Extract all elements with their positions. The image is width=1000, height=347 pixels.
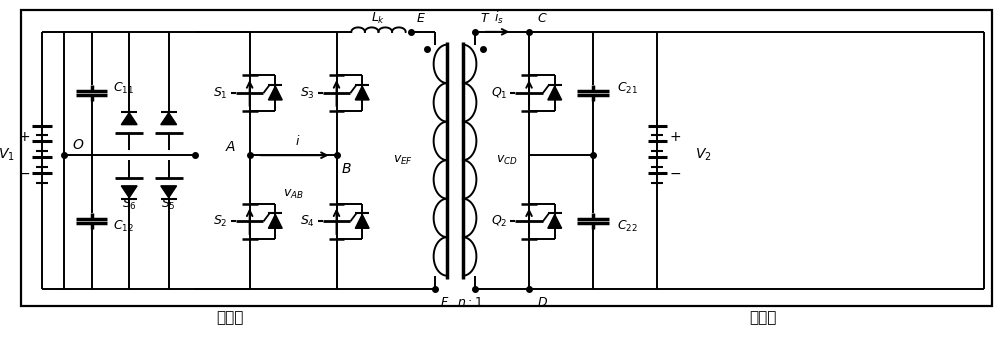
- Text: $Q_2$: $Q_2$: [491, 214, 507, 229]
- Polygon shape: [121, 113, 137, 125]
- Text: $F$: $F$: [440, 296, 450, 309]
- Bar: [21, 10, 992, 306]
- Text: $C_{12}$: $C_{12}$: [113, 219, 134, 234]
- Text: $O$: $O$: [72, 138, 84, 152]
- Text: $B$: $B$: [341, 162, 352, 176]
- Text: $v_{AB}$: $v_{AB}$: [283, 188, 304, 201]
- Text: $S_5$: $S_5$: [161, 197, 176, 212]
- Text: $i$: $i$: [295, 134, 301, 149]
- Text: $C_{11}$: $C_{11}$: [113, 81, 134, 96]
- Text: $V_2$: $V_2$: [695, 147, 712, 163]
- Polygon shape: [268, 214, 282, 228]
- Text: 输入侧: 输入侧: [216, 311, 244, 325]
- Text: $+$: $+$: [18, 130, 31, 144]
- Text: $n:1$: $n:1$: [457, 296, 483, 309]
- Text: $L_k$: $L_k$: [371, 10, 385, 26]
- Text: $C_{21}$: $C_{21}$: [617, 81, 638, 96]
- Text: $C$: $C$: [537, 11, 548, 25]
- Text: $+$: $+$: [669, 130, 681, 144]
- Polygon shape: [355, 214, 369, 228]
- Text: $T$: $T$: [480, 11, 490, 25]
- Polygon shape: [268, 86, 282, 100]
- Text: $V_1$: $V_1$: [0, 147, 15, 163]
- Text: $S_1$: $S_1$: [213, 85, 228, 101]
- Text: $A$: $A$: [225, 140, 236, 154]
- Text: $v_{CD}$: $v_{CD}$: [496, 154, 518, 167]
- Text: $-$: $-$: [669, 166, 681, 180]
- Polygon shape: [355, 86, 369, 100]
- Polygon shape: [161, 186, 177, 198]
- Polygon shape: [548, 86, 562, 100]
- Text: $S_6$: $S_6$: [122, 197, 137, 212]
- Text: $S_2$: $S_2$: [213, 214, 228, 229]
- Text: $v_{EF}$: $v_{EF}$: [393, 154, 414, 167]
- Polygon shape: [121, 186, 137, 198]
- Text: $S_4$: $S_4$: [300, 214, 315, 229]
- Text: $i_s$: $i_s$: [494, 10, 503, 26]
- Polygon shape: [548, 214, 562, 228]
- Text: $C_{22}$: $C_{22}$: [617, 219, 638, 234]
- Text: $-$: $-$: [18, 166, 31, 180]
- Text: $D$: $D$: [537, 296, 548, 309]
- Text: $S_3$: $S_3$: [300, 85, 315, 101]
- Text: $Q_1$: $Q_1$: [491, 85, 507, 101]
- Polygon shape: [161, 113, 177, 125]
- Text: $E$: $E$: [416, 11, 425, 25]
- Text: 输出侧: 输出侧: [749, 311, 777, 325]
